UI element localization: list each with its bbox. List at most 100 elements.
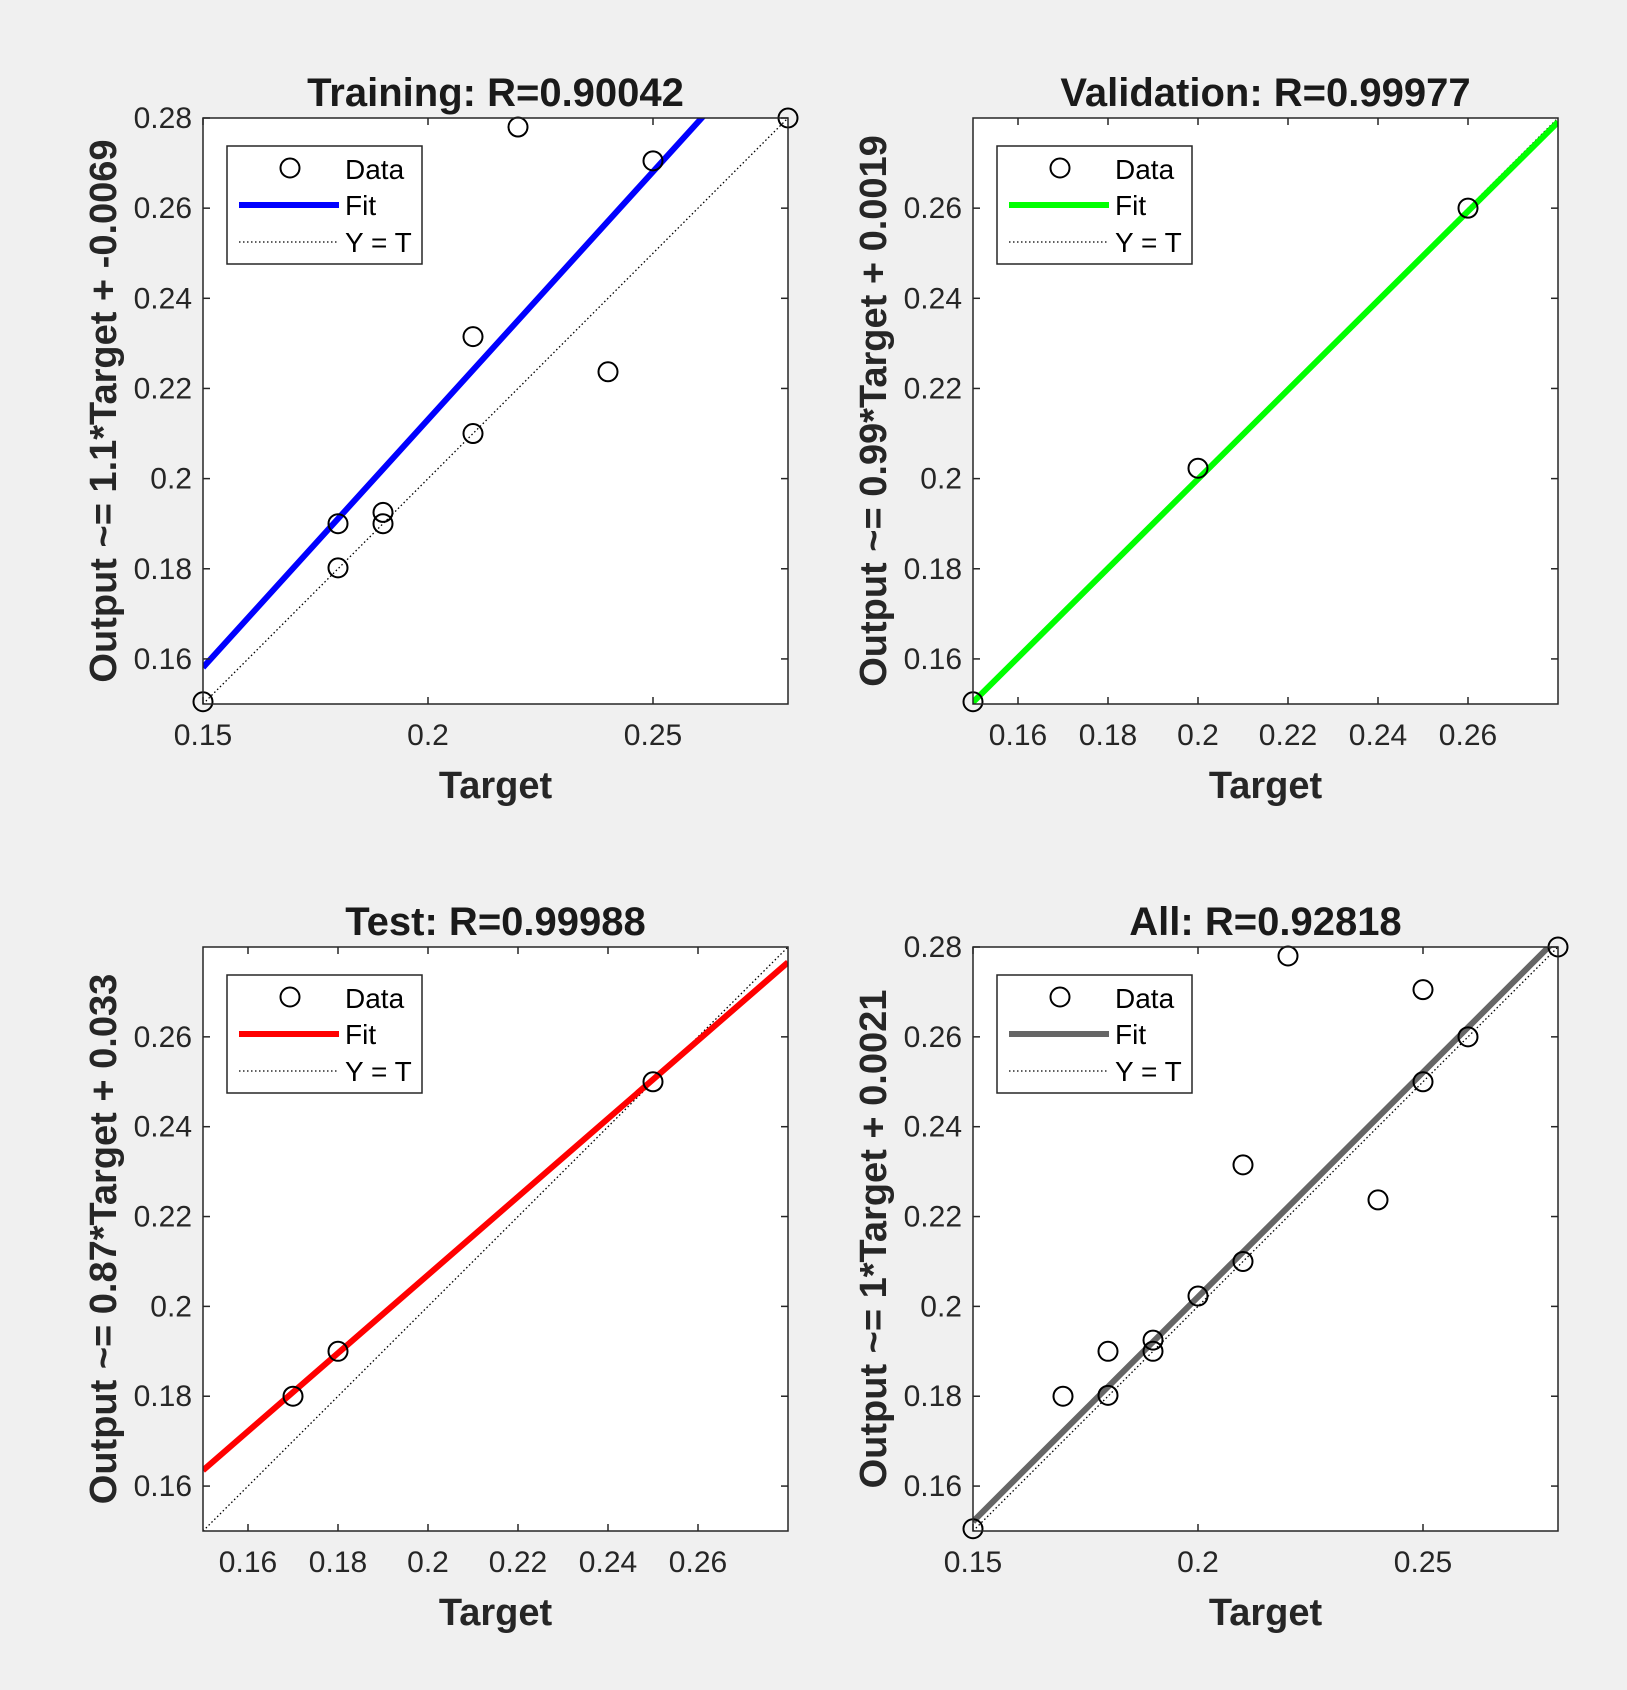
y-tick-label: 0.26 — [134, 1021, 192, 1054]
y-tick-label: 0.26 — [904, 192, 962, 225]
y-tick-label: 0.2 — [920, 1290, 962, 1323]
y-axis-label: Output ~= 0.99*Target + 0.0019 — [853, 135, 895, 687]
legend-data-marker — [1049, 986, 1071, 1008]
x-tick-label: 0.24 — [1349, 719, 1407, 752]
x-tick-label: 0.24 — [579, 1546, 637, 1579]
y-tick-label: 0.28 — [904, 931, 962, 964]
y-tick-label: 0.2 — [150, 1290, 192, 1323]
x-tick-label: 0.15 — [944, 1546, 1002, 1579]
y-tick-label: 0.26 — [134, 192, 192, 225]
legend-data-marker — [279, 157, 301, 179]
x-tick-label: 0.25 — [624, 719, 682, 752]
data-point — [372, 501, 394, 523]
x-tick-label: 0.2 — [1177, 1546, 1219, 1579]
x-tick-label: 0.25 — [1394, 1546, 1452, 1579]
legend-ideal-label: Y = T — [345, 227, 412, 258]
x-tick-label: 0.26 — [669, 1546, 727, 1579]
legend-data-marker — [1049, 157, 1071, 179]
legend-ideal-label: Y = T — [345, 1056, 412, 1087]
legend-data-label: Data — [345, 154, 405, 185]
y-tick-label: 0.18 — [134, 553, 192, 586]
x-tick-label: 0.16 — [219, 1546, 277, 1579]
y-tick-label: 0.22 — [134, 1201, 192, 1234]
legend: Data Fit Y = T — [226, 974, 423, 1094]
x-tick-label: 0.22 — [1259, 719, 1317, 752]
chart-panel-3: 0.16 0.18 0.2 0.22 0.24 0.26 0.16 0.18 0.2 0.22 0.… — [83, 900, 789, 1634]
fit-line — [973, 119, 1558, 704]
data-point — [1232, 1250, 1254, 1272]
data-point — [597, 361, 619, 383]
data-point — [327, 1340, 349, 1362]
x-axis-label: Target — [439, 1592, 553, 1634]
data-point — [462, 423, 484, 445]
legend-ideal-label: Y = T — [1115, 227, 1182, 258]
x-tick-label: 0.26 — [1439, 719, 1497, 752]
x-axis-label: Target — [1209, 765, 1323, 807]
data-point — [327, 557, 349, 579]
x-tick-label: 0.15 — [174, 719, 232, 752]
y-tick-label: 0.28 — [134, 102, 192, 135]
legend-data-marker — [279, 986, 301, 1008]
data-point — [1412, 1071, 1434, 1093]
chart-title: Validation: R=0.99977 — [1060, 71, 1470, 115]
y-tick-label: 0.22 — [904, 372, 962, 405]
fit-line — [203, 960, 788, 1473]
data-point — [1232, 1154, 1254, 1176]
y-tick-label: 0.18 — [904, 553, 962, 586]
fit-line — [973, 947, 1553, 1524]
y-tick-label: 0.26 — [904, 1021, 962, 1054]
chart-panel-1: 0.15 0.2 0.25 0.16 0.18 0.2 0.22 0.24 0.26 0.28 Tr… — [83, 71, 799, 807]
y-tick-label: 0.16 — [904, 643, 962, 676]
x-tick-label: 0.2 — [407, 1546, 449, 1579]
chart-title: Training: R=0.90042 — [307, 71, 684, 115]
data-point — [282, 1385, 304, 1407]
y-tick-label: 0.24 — [134, 1111, 192, 1144]
legend-fit-label: Fit — [345, 190, 376, 221]
x-axis-label: Target — [439, 765, 553, 807]
y-tick-label: 0.2 — [150, 463, 192, 496]
x-tick-label: 0.16 — [989, 719, 1047, 752]
data-point — [1367, 1189, 1389, 1211]
y-tick-label: 0.24 — [134, 282, 192, 315]
y-tick-label: 0.24 — [904, 1111, 962, 1144]
y-tick-label: 0.18 — [134, 1380, 192, 1413]
fit-line — [203, 118, 706, 670]
y-tick-label: 0.24 — [904, 282, 962, 315]
data-point — [1142, 1329, 1164, 1351]
legend-fit-label: Fit — [345, 1019, 376, 1050]
y-axis-label: Output ~= 1*Target + 0.0021 — [853, 990, 895, 1489]
legend: Data Fit Y = T — [996, 145, 1193, 265]
y-tick-label: 0.16 — [134, 643, 192, 676]
data-point — [1457, 197, 1479, 219]
y-tick-label: 0.18 — [904, 1380, 962, 1413]
x-axis-label: Target — [1209, 1592, 1323, 1634]
y-tick-label: 0.2 — [920, 463, 962, 496]
y-tick-label: 0.16 — [904, 1470, 962, 1503]
data-point — [1097, 1340, 1119, 1362]
axes-box — [202, 117, 789, 705]
data-point — [1412, 979, 1434, 1001]
y-tick-label: 0.16 — [134, 1470, 192, 1503]
legend: Data Fit Y = T — [996, 974, 1193, 1094]
y-axis-label: Output ~= 0.87*Target + 0.033 — [83, 974, 125, 1504]
x-tick-label: 0.18 — [309, 1546, 367, 1579]
data-point — [1052, 1385, 1074, 1407]
legend-fit-label: Fit — [1115, 190, 1146, 221]
y-axis-label: Output ~= 1.1*Target + -0.0069 — [83, 139, 125, 682]
data-point — [642, 1071, 664, 1093]
x-tick-label: 0.2 — [407, 719, 449, 752]
x-tick-label: 0.2 — [1177, 719, 1219, 752]
y-tick-label: 0.22 — [904, 1201, 962, 1234]
data-point — [1187, 457, 1209, 479]
data-point — [1142, 1340, 1164, 1362]
axes-box — [972, 117, 1559, 705]
y-tick-label: 0.22 — [134, 372, 192, 405]
data-point — [1097, 1384, 1119, 1406]
legend-fit-label: Fit — [1115, 1019, 1146, 1050]
data-point — [462, 326, 484, 348]
data-point — [372, 513, 394, 535]
axes-box — [972, 946, 1559, 1532]
axes-box — [202, 946, 789, 1532]
legend-ideal-label: Y = T — [1115, 1056, 1182, 1087]
